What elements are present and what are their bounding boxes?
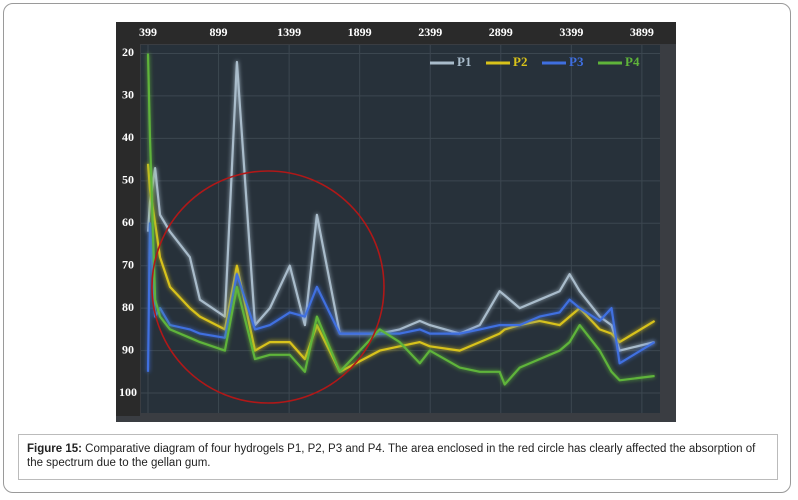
plot-area xyxy=(141,45,660,413)
x-tick-label: 399 xyxy=(139,25,157,39)
y-tick-label: 30 xyxy=(122,88,134,102)
y-axis-band xyxy=(116,44,140,416)
chart: 20 30 40 50 60 70 80 90 100 399 899 1399 1899 2399 289… xyxy=(116,22,676,422)
y-tick-label: 90 xyxy=(122,342,134,356)
y-tick-label: 40 xyxy=(122,130,134,144)
series-line xyxy=(146,53,655,386)
y-tick-label: 70 xyxy=(122,257,134,271)
x-tick-label: 3399 xyxy=(559,25,583,39)
series-line xyxy=(146,222,656,372)
caption-text: Comparative diagram of four hydrogels P1… xyxy=(27,443,756,469)
figure-frame xyxy=(3,3,791,493)
x-axis-band xyxy=(116,22,676,44)
x-tick-label: 1399 xyxy=(277,25,301,39)
legend-label: P4 xyxy=(625,54,640,69)
x-tick-label: 1899 xyxy=(348,25,372,39)
x-tick-label: 2399 xyxy=(418,25,442,39)
legend-label: P3 xyxy=(569,54,584,69)
y-tick-label: 60 xyxy=(122,215,134,229)
x-tick-label: 3899 xyxy=(630,25,654,39)
y-tick-label: 100 xyxy=(119,385,137,399)
y-tick-label: 80 xyxy=(122,300,134,314)
highlight-circle xyxy=(151,170,385,404)
y-tick-label: 50 xyxy=(122,173,134,187)
caption-label: Figure 15: xyxy=(27,443,82,455)
series-line xyxy=(146,163,656,373)
caption: Figure 15: Comparative diagram of four h… xyxy=(18,434,778,480)
series-line xyxy=(146,60,655,352)
x-tick-label: 899 xyxy=(210,25,228,39)
legend-label: P1 xyxy=(457,54,471,69)
x-tick-label: 2899 xyxy=(489,25,513,39)
legend-label: P2 xyxy=(513,54,527,69)
y-tick-label: 20 xyxy=(122,45,134,59)
